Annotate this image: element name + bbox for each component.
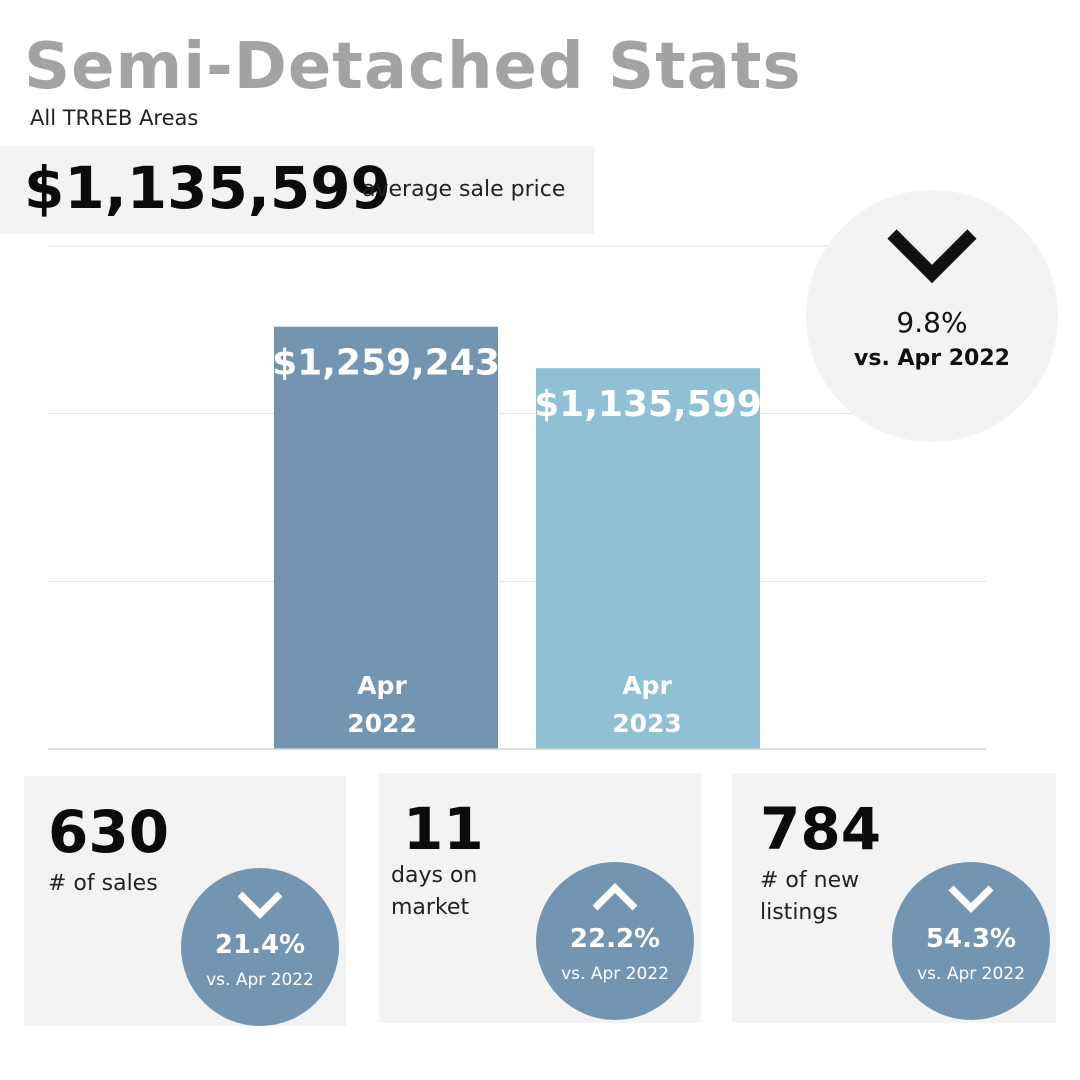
chevron-up-icon — [592, 883, 638, 911]
stat-change-percent: 22.2% — [569, 924, 661, 954]
category-label: 2022 — [347, 709, 417, 738]
chevron-down-icon — [237, 891, 283, 919]
stat-value: 630 — [48, 798, 170, 866]
bar-1 — [274, 326, 498, 749]
stat-change-percent: 54.3% — [925, 924, 1017, 954]
stat-label: days on market — [391, 863, 478, 920]
chevron-down-icon — [948, 885, 994, 913]
stat-label: # of sales — [48, 871, 158, 896]
price-change-badge: 9.8% vs. Apr 2022 — [806, 190, 1058, 442]
average-price-label: average sale price — [362, 177, 566, 202]
stat-change-comparison: vs. Apr 2022 — [206, 970, 314, 990]
page-title: Semi-Detached Stats — [24, 30, 802, 104]
stat-card-sales: 630 # of sales 21.4% vs. Apr 2022 — [24, 776, 346, 1026]
category-label: Apr — [357, 671, 407, 700]
price-change-comparison: vs. Apr 2022 — [854, 346, 1010, 371]
average-price-panel: $1,135,599 average sale price — [0, 146, 594, 234]
stat-card-days-on-market: 11 days on market 22.2% vs. Apr 2022 — [379, 773, 701, 1023]
stat-label: # of new listings — [760, 868, 860, 925]
bar-2 — [536, 368, 760, 749]
stat-change-comparison: vs. Apr 2022 — [917, 964, 1025, 984]
price-change-percent: 9.8% — [896, 306, 968, 339]
category-label: 2023 — [612, 709, 682, 738]
average-price-value: $1,135,599 — [24, 154, 391, 222]
bar-value-label: $1,259,243 — [272, 343, 500, 384]
bar-value-label: $1,135,599 — [534, 384, 762, 425]
stat-change-badge: 22.2% vs. Apr 2022 — [536, 862, 694, 1020]
stat-change-comparison: vs. Apr 2022 — [561, 964, 669, 984]
page-subtitle: All TRREB Areas — [30, 106, 199, 130]
stat-change-badge: 21.4% vs. Apr 2022 — [181, 868, 339, 1026]
stat-change-badge: 54.3% vs. Apr 2022 — [892, 862, 1050, 1020]
stat-card-new-listings: 784 # of new listings 54.3% vs. Apr 2022 — [732, 773, 1056, 1023]
stat-value: 784 — [760, 795, 882, 863]
category-label: Apr — [622, 671, 672, 700]
stat-value: 11 — [403, 795, 484, 863]
stat-change-percent: 21.4% — [214, 930, 306, 960]
chevron-down-icon — [887, 229, 977, 284]
